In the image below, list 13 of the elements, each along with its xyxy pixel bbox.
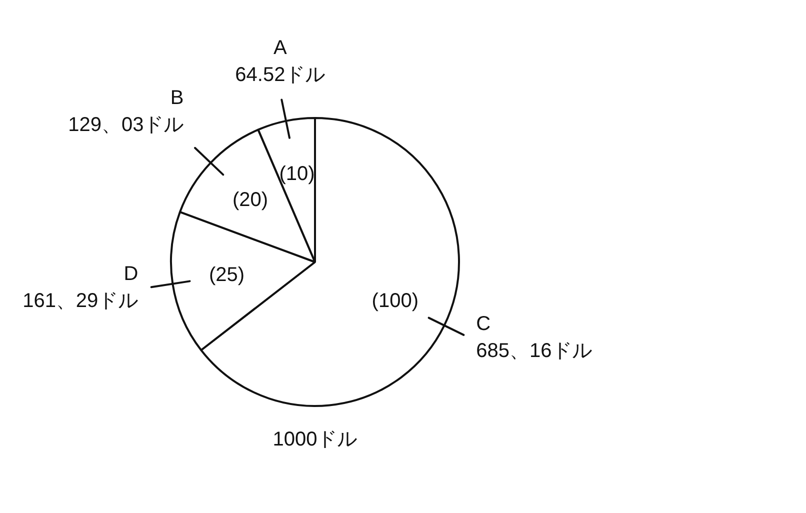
data-label: (100) bbox=[372, 290, 419, 312]
text: 685、16ドル bbox=[476, 340, 592, 362]
text: 129、03ドル bbox=[68, 114, 184, 136]
slice-label: C bbox=[476, 313, 491, 336]
slice-label: A bbox=[274, 36, 288, 59]
text: 1000ドル bbox=[272, 428, 358, 451]
data-label: (20) bbox=[232, 189, 268, 212]
slice-label: B bbox=[170, 86, 184, 109]
slice-label: D bbox=[124, 263, 138, 286]
data-label: (10) bbox=[279, 163, 315, 186]
text: 64.52ドル bbox=[235, 64, 326, 86]
data-label: (25) bbox=[208, 264, 245, 286]
text: 161、29ドル bbox=[22, 290, 138, 312]
